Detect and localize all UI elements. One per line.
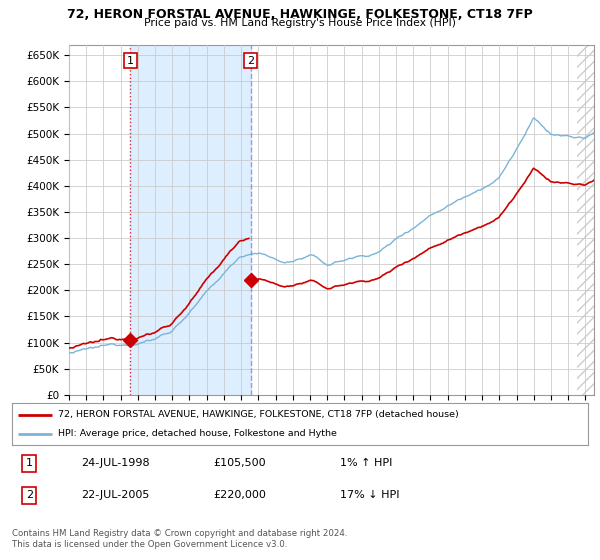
Text: Contains HM Land Registry data © Crown copyright and database right 2024.
This d: Contains HM Land Registry data © Crown c… bbox=[12, 529, 347, 549]
Text: £105,500: £105,500 bbox=[214, 458, 266, 468]
Text: 1% ↑ HPI: 1% ↑ HPI bbox=[340, 458, 392, 468]
Text: HPI: Average price, detached house, Folkestone and Hythe: HPI: Average price, detached house, Folk… bbox=[58, 430, 337, 438]
Text: 72, HERON FORSTAL AVENUE, HAWKINGE, FOLKESTONE, CT18 7FP (detached house): 72, HERON FORSTAL AVENUE, HAWKINGE, FOLK… bbox=[58, 410, 459, 419]
Text: 1: 1 bbox=[26, 458, 33, 468]
Bar bbox=[577, 45, 594, 395]
Text: 72, HERON FORSTAL AVENUE, HAWKINGE, FOLKESTONE, CT18 7FP: 72, HERON FORSTAL AVENUE, HAWKINGE, FOLK… bbox=[67, 8, 533, 21]
Text: 22-JUL-2005: 22-JUL-2005 bbox=[81, 491, 149, 501]
Bar bbox=[577, 45, 594, 395]
Bar bbox=[130, 45, 251, 395]
Text: 17% ↓ HPI: 17% ↓ HPI bbox=[340, 491, 400, 501]
Text: 24-JUL-1998: 24-JUL-1998 bbox=[81, 458, 150, 468]
Text: 2: 2 bbox=[26, 491, 33, 501]
Text: Price paid vs. HM Land Registry's House Price Index (HPI): Price paid vs. HM Land Registry's House … bbox=[144, 18, 456, 29]
Text: 1: 1 bbox=[127, 55, 134, 66]
Text: £220,000: £220,000 bbox=[214, 491, 266, 501]
Bar bbox=[577, 45, 594, 395]
Text: 2: 2 bbox=[247, 55, 254, 66]
